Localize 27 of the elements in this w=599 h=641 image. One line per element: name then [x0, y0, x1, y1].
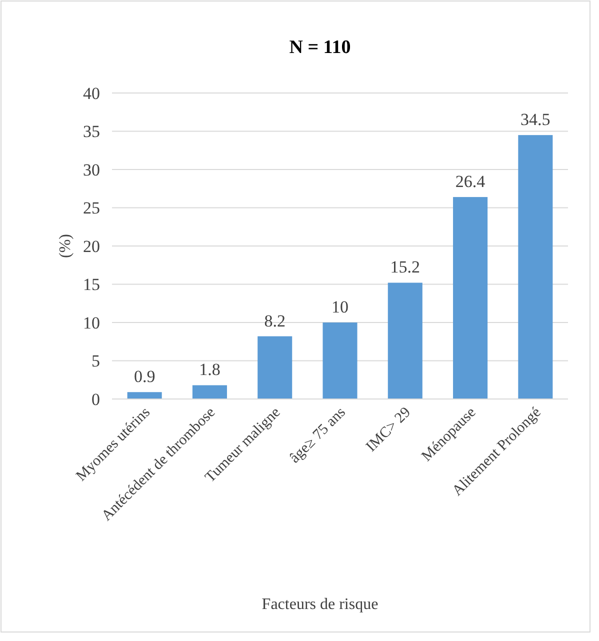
y-tick-label: 40 — [83, 84, 100, 103]
x-axis-title: Facteurs de risque — [262, 596, 378, 613]
bar — [258, 336, 292, 399]
y-tick-label: 35 — [83, 122, 100, 142]
data-label: 0.9 — [134, 367, 156, 386]
y-tick-label: 20 — [83, 236, 100, 256]
data-label: 15.2 — [390, 258, 420, 277]
bar — [192, 385, 227, 399]
y-tick-label: 25 — [83, 198, 100, 218]
data-label: 26.4 — [455, 172, 486, 192]
data-label: 10 — [332, 298, 348, 316]
bar — [453, 197, 488, 399]
y-tick-label: 10 — [83, 313, 100, 332]
y-tick-label: 30 — [83, 160, 100, 180]
bar — [322, 322, 358, 399]
x-tick-label: âge≥ 75 ans — [286, 404, 349, 466]
y-tick-label: 15 — [83, 275, 100, 294]
data-label: 8.2 — [264, 311, 286, 330]
bar — [127, 392, 162, 399]
bar — [388, 282, 422, 399]
data-label: 1.8 — [199, 360, 220, 380]
data-label: 34.5 — [520, 110, 550, 130]
bar — [518, 135, 553, 399]
y-tick-label: 5 — [92, 352, 100, 371]
y-tick-label: 0 — [92, 390, 100, 409]
chart-title: N = 110 — [289, 37, 351, 58]
y-axis-title: (%) — [57, 234, 74, 258]
